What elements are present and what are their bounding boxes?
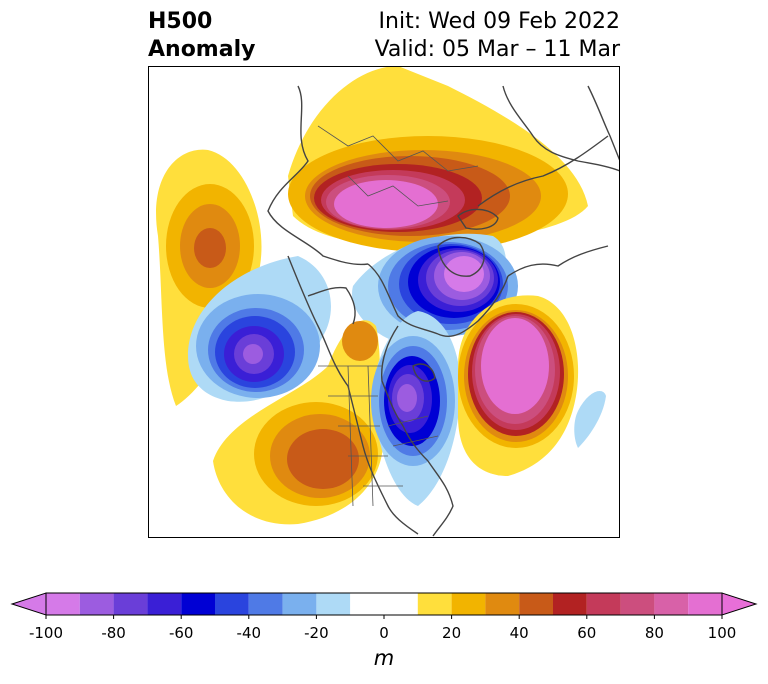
field-sublabel: Anomaly: [148, 37, 256, 62]
chart-title: H500 Anomaly: [148, 8, 255, 64]
anomaly-map: [148, 66, 620, 538]
colorbar-bin: [350, 593, 418, 615]
borders: [317, 125, 479, 507]
colorbar-unit: m: [373, 646, 395, 670]
colorbar-tick-label: 20: [442, 624, 462, 642]
colorbar-tick-label: -40: [236, 624, 262, 642]
colorbar-bin: [181, 593, 215, 615]
anomaly-arctic-positive: [288, 66, 588, 252]
colorbar-tick-label: -60: [168, 624, 194, 642]
colorbar-tick-label: 0: [379, 624, 389, 642]
valid-range: Valid: 05 Mar – 11 Mar: [374, 37, 620, 62]
colorbar-bin: [46, 593, 80, 615]
field-label: H500: [148, 9, 213, 34]
anomaly-north-pacific-positive: [156, 149, 262, 406]
colorbar-bin: [215, 593, 249, 615]
colorbar-bin: [316, 593, 351, 615]
colorbar-extend-low: [10, 592, 47, 616]
colorbar-bin: [79, 593, 114, 615]
colorbar-tick-label: -20: [304, 624, 329, 642]
colorbar-bin: [417, 593, 452, 615]
colorbar-bin: [654, 593, 689, 615]
init-date: Init: Wed 09 Feb 2022: [378, 9, 620, 34]
colorbar-tick-label: -80: [101, 624, 126, 642]
colorbar-tick-label: 60: [577, 624, 597, 642]
colorbar-tick-label: -100: [28, 624, 64, 642]
colorbar-extend-high: [721, 592, 758, 616]
anomaly-northeast-pacific-negative: [188, 256, 331, 402]
colorbar-tick-label: 100: [707, 624, 737, 642]
colorbar-bin: [519, 593, 553, 615]
colorbar-tick-label: 40: [509, 624, 529, 642]
colorbar-bin: [282, 593, 317, 615]
colorbar-bin: [688, 593, 722, 615]
anomaly-western-us-positive: [213, 320, 383, 525]
colorbar-bin: [586, 593, 621, 615]
colorbar-bin: [113, 593, 148, 615]
anomaly-east-atlantic-negative: [574, 391, 606, 448]
colorbar-bin: [248, 593, 283, 615]
colorbar-bin: [147, 593, 182, 615]
colorbar-bin: [553, 593, 587, 615]
colorbar-bin: [451, 593, 486, 615]
anomaly-north-atlantic-positive: [458, 295, 579, 476]
anomaly-eastern-na-negative: [371, 311, 461, 506]
coastlines: [267, 85, 620, 537]
colorbar-bin: [485, 593, 520, 615]
colorbar-bin: [620, 593, 655, 615]
colorbar: [10, 592, 758, 619]
chart-dates: Init: Wed 09 Feb 2022 Valid: 05 Mar – 11…: [375, 8, 620, 64]
colorbar-tick-label: 80: [644, 624, 664, 642]
